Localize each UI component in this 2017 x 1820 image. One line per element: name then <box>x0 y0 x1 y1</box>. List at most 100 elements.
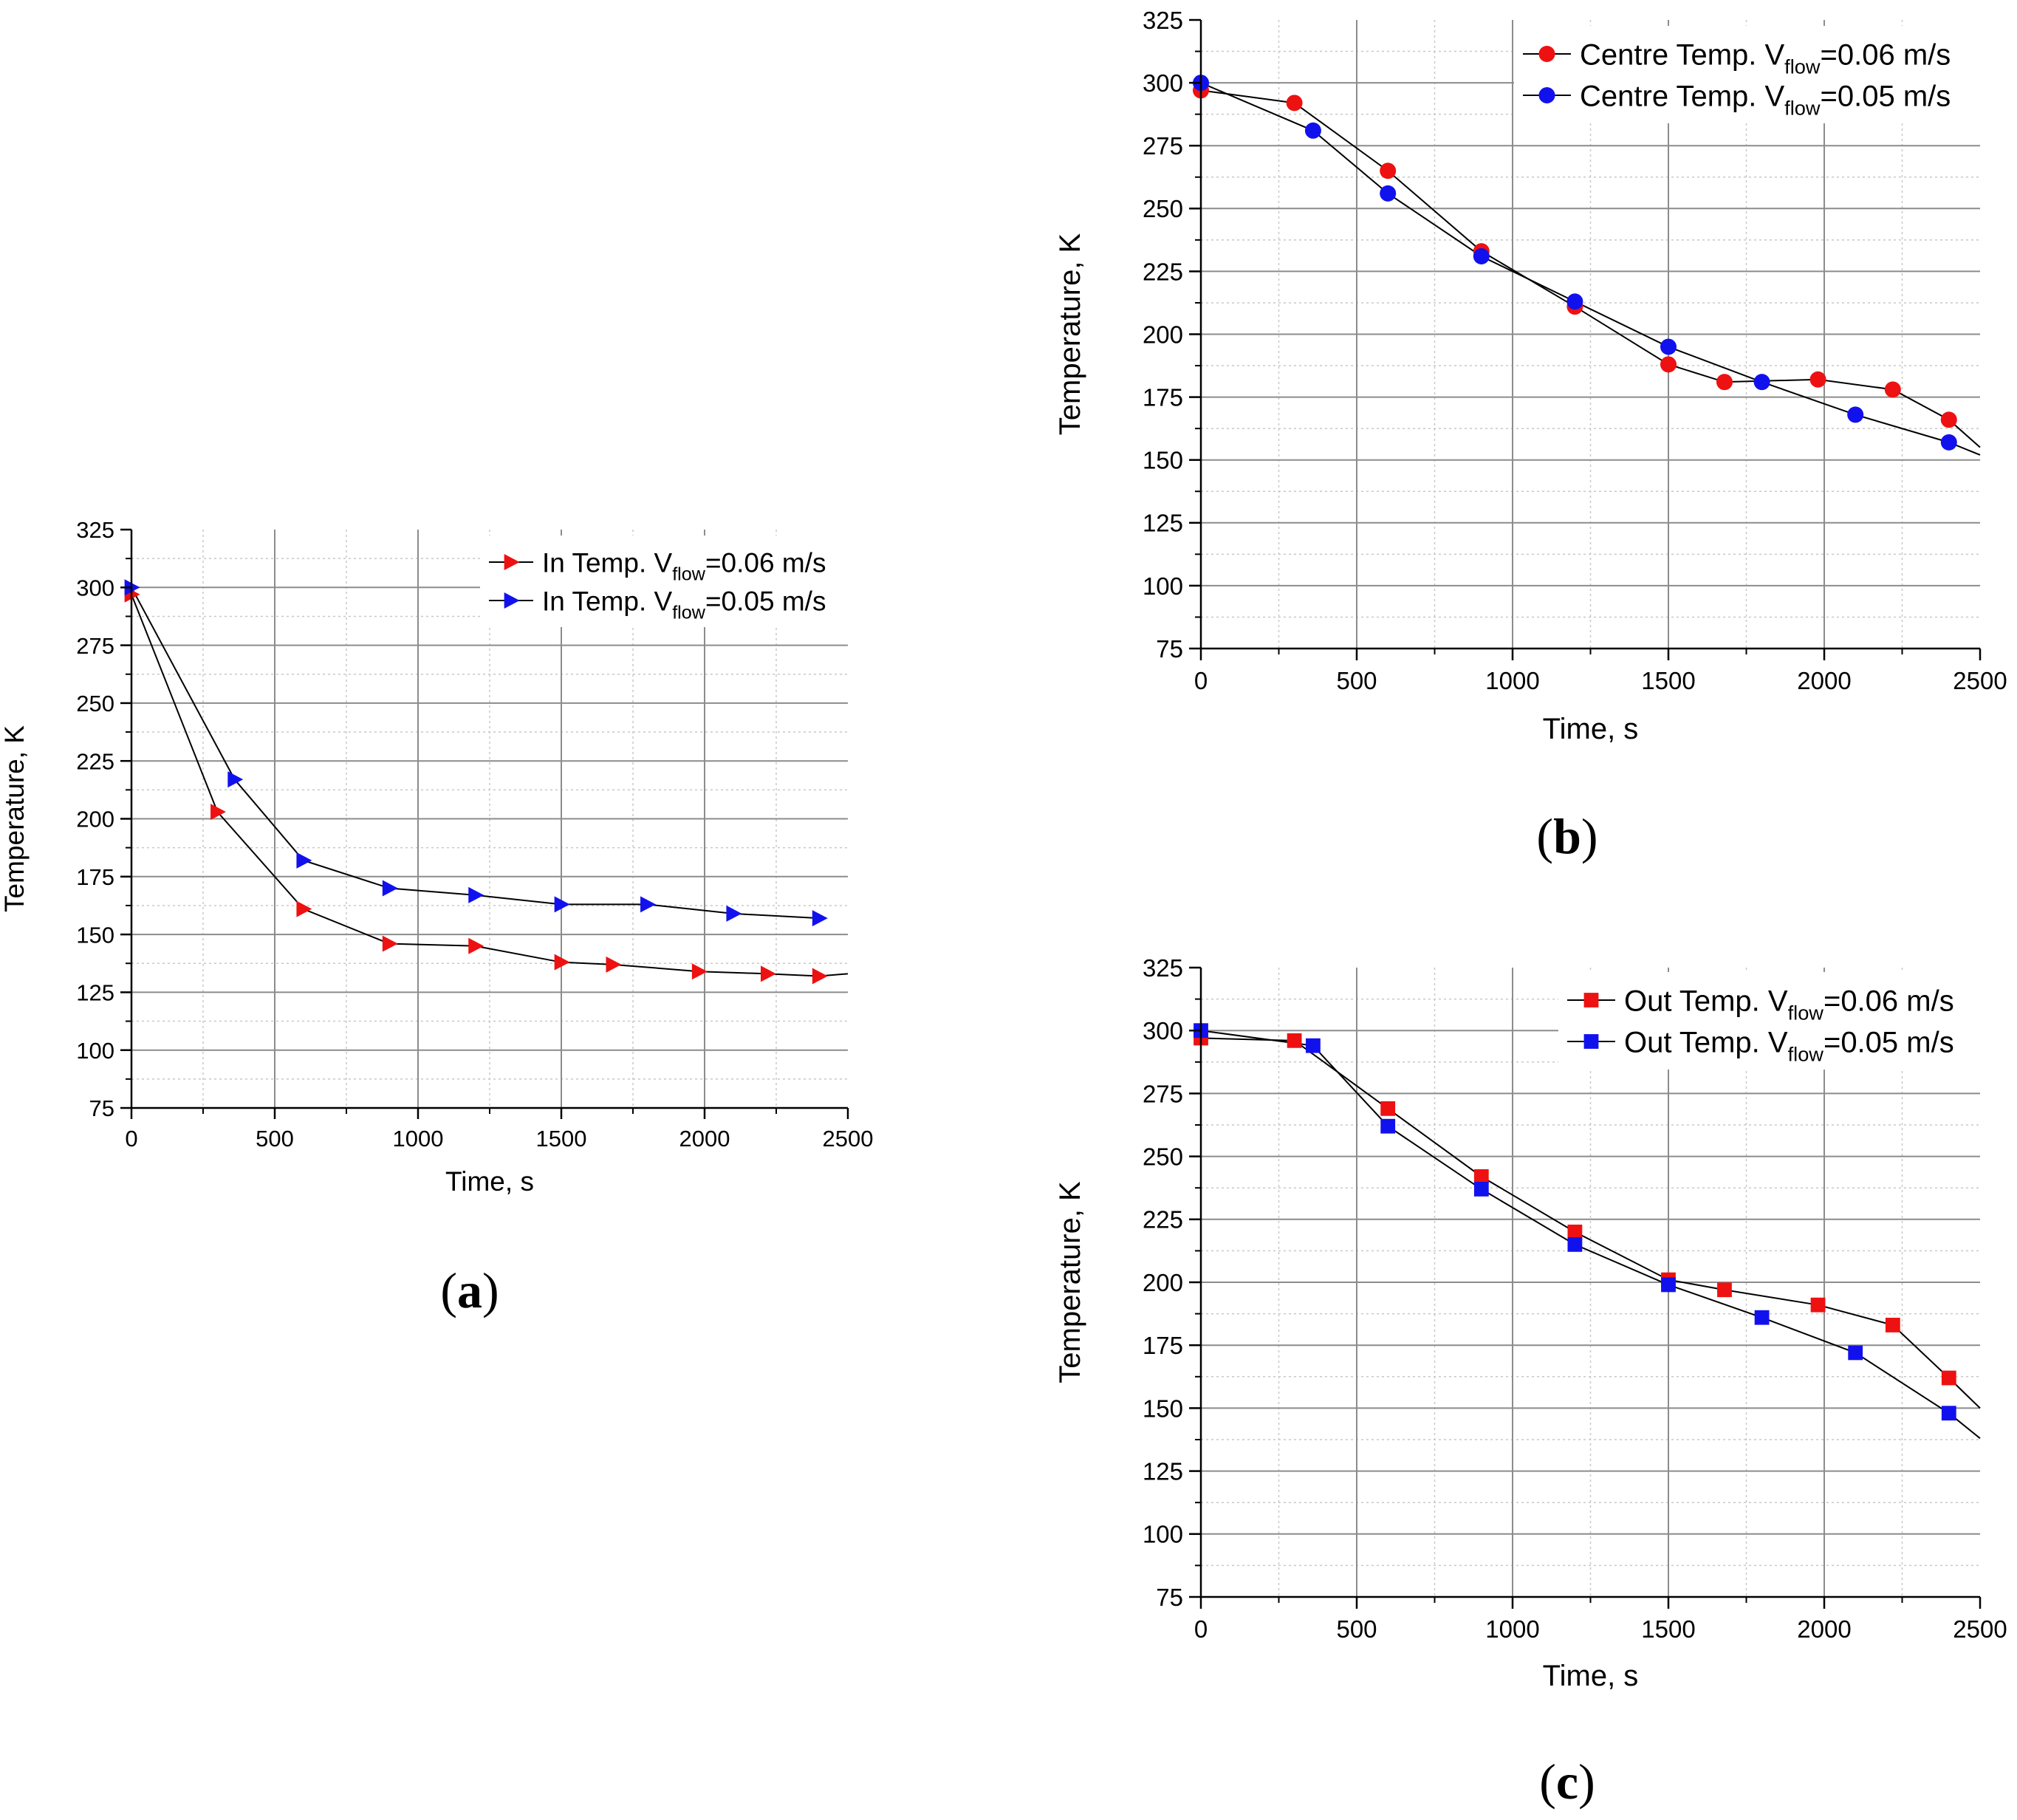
chart-a: In Temp. Vflow=0.06 m/sIn Temp. Vflow=0.… <box>0 517 873 1197</box>
data-point-a-1 <box>227 771 244 788</box>
data-point-a-0 <box>606 956 622 973</box>
data-point-c-0 <box>1885 1318 1900 1332</box>
x-tick-label: 1000 <box>393 1126 444 1152</box>
x-tick-label: 0 <box>1194 1615 1208 1643</box>
data-point-b-0 <box>1809 371 1826 388</box>
y-tick-label: 200 <box>1143 1269 1183 1296</box>
data-point-b-1 <box>1473 247 1490 264</box>
legend-entry-c-0: Out Temp. Vflow=0.06 m/s <box>1624 985 1954 1024</box>
data-point-c-1 <box>1473 1182 1489 1197</box>
y-tick-label: 75 <box>1156 1584 1183 1611</box>
y-tick-label: 300 <box>1143 69 1183 97</box>
y-tick-label: 275 <box>1143 132 1183 160</box>
legend-entry-b-1: Centre Temp. Vflow=0.05 m/s <box>1580 80 1951 119</box>
x-tick-label: 500 <box>256 1126 294 1152</box>
data-point-c-0 <box>1810 1297 1826 1313</box>
data-point-c-0 <box>1567 1224 1583 1239</box>
y-tick-label: 300 <box>1143 1017 1183 1044</box>
data-point-c-0 <box>1380 1101 1396 1116</box>
data-point-c-0 <box>1287 1033 1302 1048</box>
legend-marker <box>1538 87 1555 103</box>
y-tick-label: 200 <box>76 807 114 832</box>
data-point-b-1 <box>1380 185 1397 202</box>
y-tick-label: 175 <box>1143 1332 1183 1359</box>
legend-marker <box>1583 993 1599 1008</box>
y-tick-label: 100 <box>1143 1521 1183 1548</box>
data-point-a-1 <box>382 880 398 897</box>
y-tick-label: 125 <box>1143 1457 1183 1485</box>
x-tick-label: 500 <box>1336 1615 1377 1643</box>
data-point-a-0 <box>554 954 570 971</box>
data-point-b-1 <box>1940 434 1957 451</box>
legend-entry-b-0: Centre Temp. Vflow=0.06 m/s <box>1580 38 1951 78</box>
data-point-c-1 <box>1661 1277 1676 1293</box>
data-point-c-1 <box>1567 1236 1583 1252</box>
data-point-c-1 <box>1941 1406 1956 1421</box>
data-point-a-0 <box>296 900 312 917</box>
legend-a: In Temp. Vflow=0.06 m/sIn Temp. Vflow=0.… <box>480 536 848 627</box>
data-point-b-0 <box>1660 356 1677 373</box>
legend-marker <box>1583 1034 1599 1049</box>
y-tick-label: 150 <box>1143 447 1183 474</box>
x-tick-label: 1500 <box>536 1126 587 1152</box>
y-tick-label: 275 <box>76 633 114 659</box>
y-tick-label: 150 <box>1143 1395 1183 1422</box>
x-tick-label: 2500 <box>823 1126 874 1152</box>
data-point-a-0 <box>761 965 776 982</box>
data-point-b-0 <box>1286 95 1303 112</box>
legend-background <box>1558 972 1980 1070</box>
x-tick-label: 1000 <box>1485 1615 1539 1643</box>
y-tick-label: 325 <box>1143 7 1183 34</box>
panel-label-b: (b) <box>1536 808 1597 864</box>
data-point-b-0 <box>1716 374 1733 391</box>
panel-letter-a: a <box>457 1262 482 1318</box>
legend-entry-c-1: Out Temp. Vflow=0.05 m/s <box>1624 1026 1954 1065</box>
data-point-a-1 <box>726 905 742 922</box>
y-tick-label: 100 <box>76 1038 114 1064</box>
data-point-c-1 <box>1848 1345 1863 1361</box>
data-point-a-1 <box>640 896 656 913</box>
data-point-a-0 <box>382 935 398 952</box>
x-axis-label: Time, s <box>1543 1660 1639 1692</box>
data-point-b-0 <box>1380 162 1397 179</box>
data-point-a-1 <box>468 886 484 903</box>
x-tick-label: 1000 <box>1485 667 1539 694</box>
y-tick-label: 225 <box>76 748 114 774</box>
y-tick-label: 175 <box>1143 383 1183 411</box>
y-tick-label: 300 <box>76 575 114 601</box>
x-tick-label: 500 <box>1336 667 1377 694</box>
x-tick-label: 2500 <box>1953 667 2007 694</box>
y-tick-label: 325 <box>1143 954 1183 982</box>
data-point-c-1 <box>1380 1118 1396 1134</box>
x-tick-label: 1500 <box>1641 1615 1695 1643</box>
data-point-c-1 <box>1754 1310 1770 1325</box>
data-point-b-1 <box>1304 122 1321 139</box>
x-tick-label: 0 <box>1194 667 1208 694</box>
legend-marker <box>504 554 520 570</box>
x-tick-label: 0 <box>125 1126 137 1152</box>
x-tick-label: 2500 <box>1953 1615 2007 1643</box>
y-tick-label: 225 <box>1143 1206 1183 1234</box>
panel-label-c: (c) <box>1539 1754 1595 1810</box>
y-tick-label: 325 <box>76 517 114 543</box>
legend-marker <box>504 592 520 609</box>
y-tick-label: 225 <box>1143 258 1183 285</box>
data-point-b-1 <box>1566 293 1583 310</box>
x-axis-label: Time, s <box>1543 713 1639 745</box>
legend-background <box>480 536 848 627</box>
data-point-c-0 <box>1717 1282 1732 1298</box>
data-point-a-0 <box>468 937 484 954</box>
y-tick-label: 250 <box>1143 195 1183 222</box>
y-tick-label: 150 <box>76 922 114 948</box>
data-point-a-0 <box>812 968 828 985</box>
legend-marker <box>1538 46 1555 62</box>
y-tick-label: 75 <box>1156 635 1183 663</box>
y-tick-label: 75 <box>89 1095 114 1121</box>
x-tick-label: 2000 <box>1797 1615 1851 1643</box>
